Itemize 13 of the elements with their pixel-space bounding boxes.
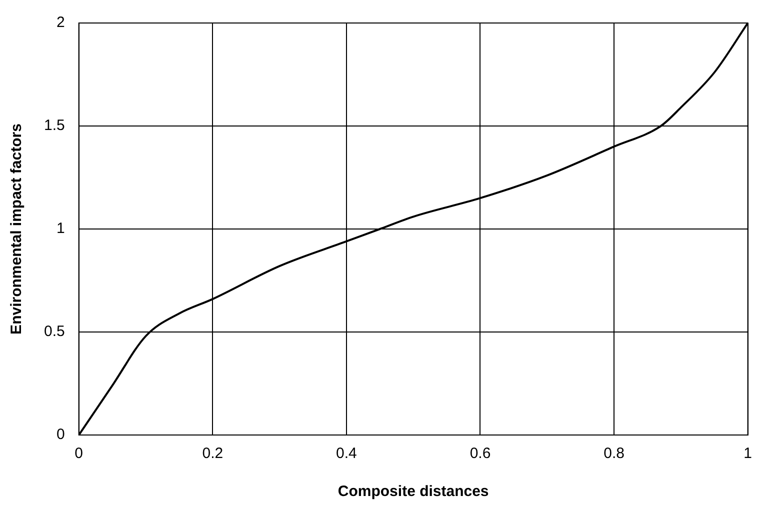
y-tick-label: 1 [56,220,65,238]
y-tick-label: 2 [56,14,65,32]
x-tick-label: 0 [74,445,84,462]
x-axis-title: Composite distances [338,483,489,500]
y-tick-label: 0.5 [44,323,65,340]
x-tick-label: 0.4 [336,445,357,462]
y-tick-label: 1.5 [44,117,65,134]
x-tick-label: 0.2 [202,445,224,462]
x-tick-label: 1 [744,445,752,462]
y-tick-label: 0 [56,426,65,444]
y-axis-title: Environmental impact factors [8,124,26,334]
x-tick-label: 0.6 [470,445,491,462]
x-tick-label: 0.8 [604,445,624,462]
